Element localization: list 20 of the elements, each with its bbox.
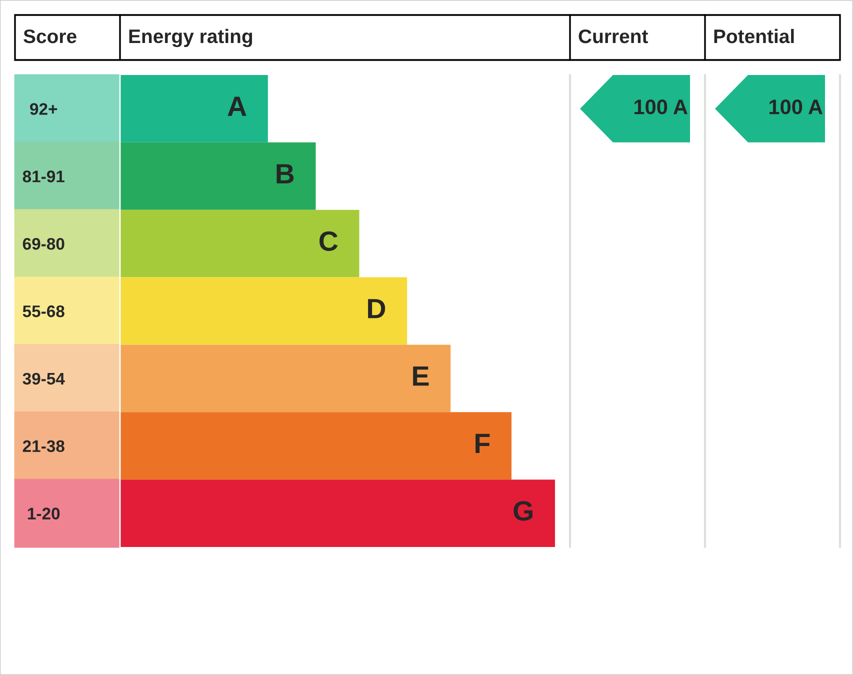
text: Score <box>24 29 76 44</box>
annotation: F <box>476 434 490 454</box>
y-tick-label: 21-38 <box>22 440 64 452</box>
text: Potential <box>714 28 794 44</box>
annotation: A <box>228 96 246 116</box>
y-tick-label: 81-91 <box>22 170 64 182</box>
text: 100 A <box>634 100 688 114</box>
annotation: B <box>276 164 294 184</box>
annotation: G <box>514 501 532 521</box>
y-tick-label: 1-20 <box>28 508 60 520</box>
annotation: E <box>413 366 429 386</box>
text: Current <box>578 29 648 44</box>
y-tick-label: 39-54 <box>22 372 65 385</box>
y-tick-label: 55-68 <box>22 305 64 318</box>
text: 100 A <box>770 100 822 114</box>
y-tick-label: 92+ <box>30 103 58 115</box>
annotation: D <box>368 299 386 318</box>
y-tick-label: 69-80 <box>22 238 64 250</box>
annotation: C <box>319 231 338 252</box>
text: Energy rating <box>129 28 252 48</box>
